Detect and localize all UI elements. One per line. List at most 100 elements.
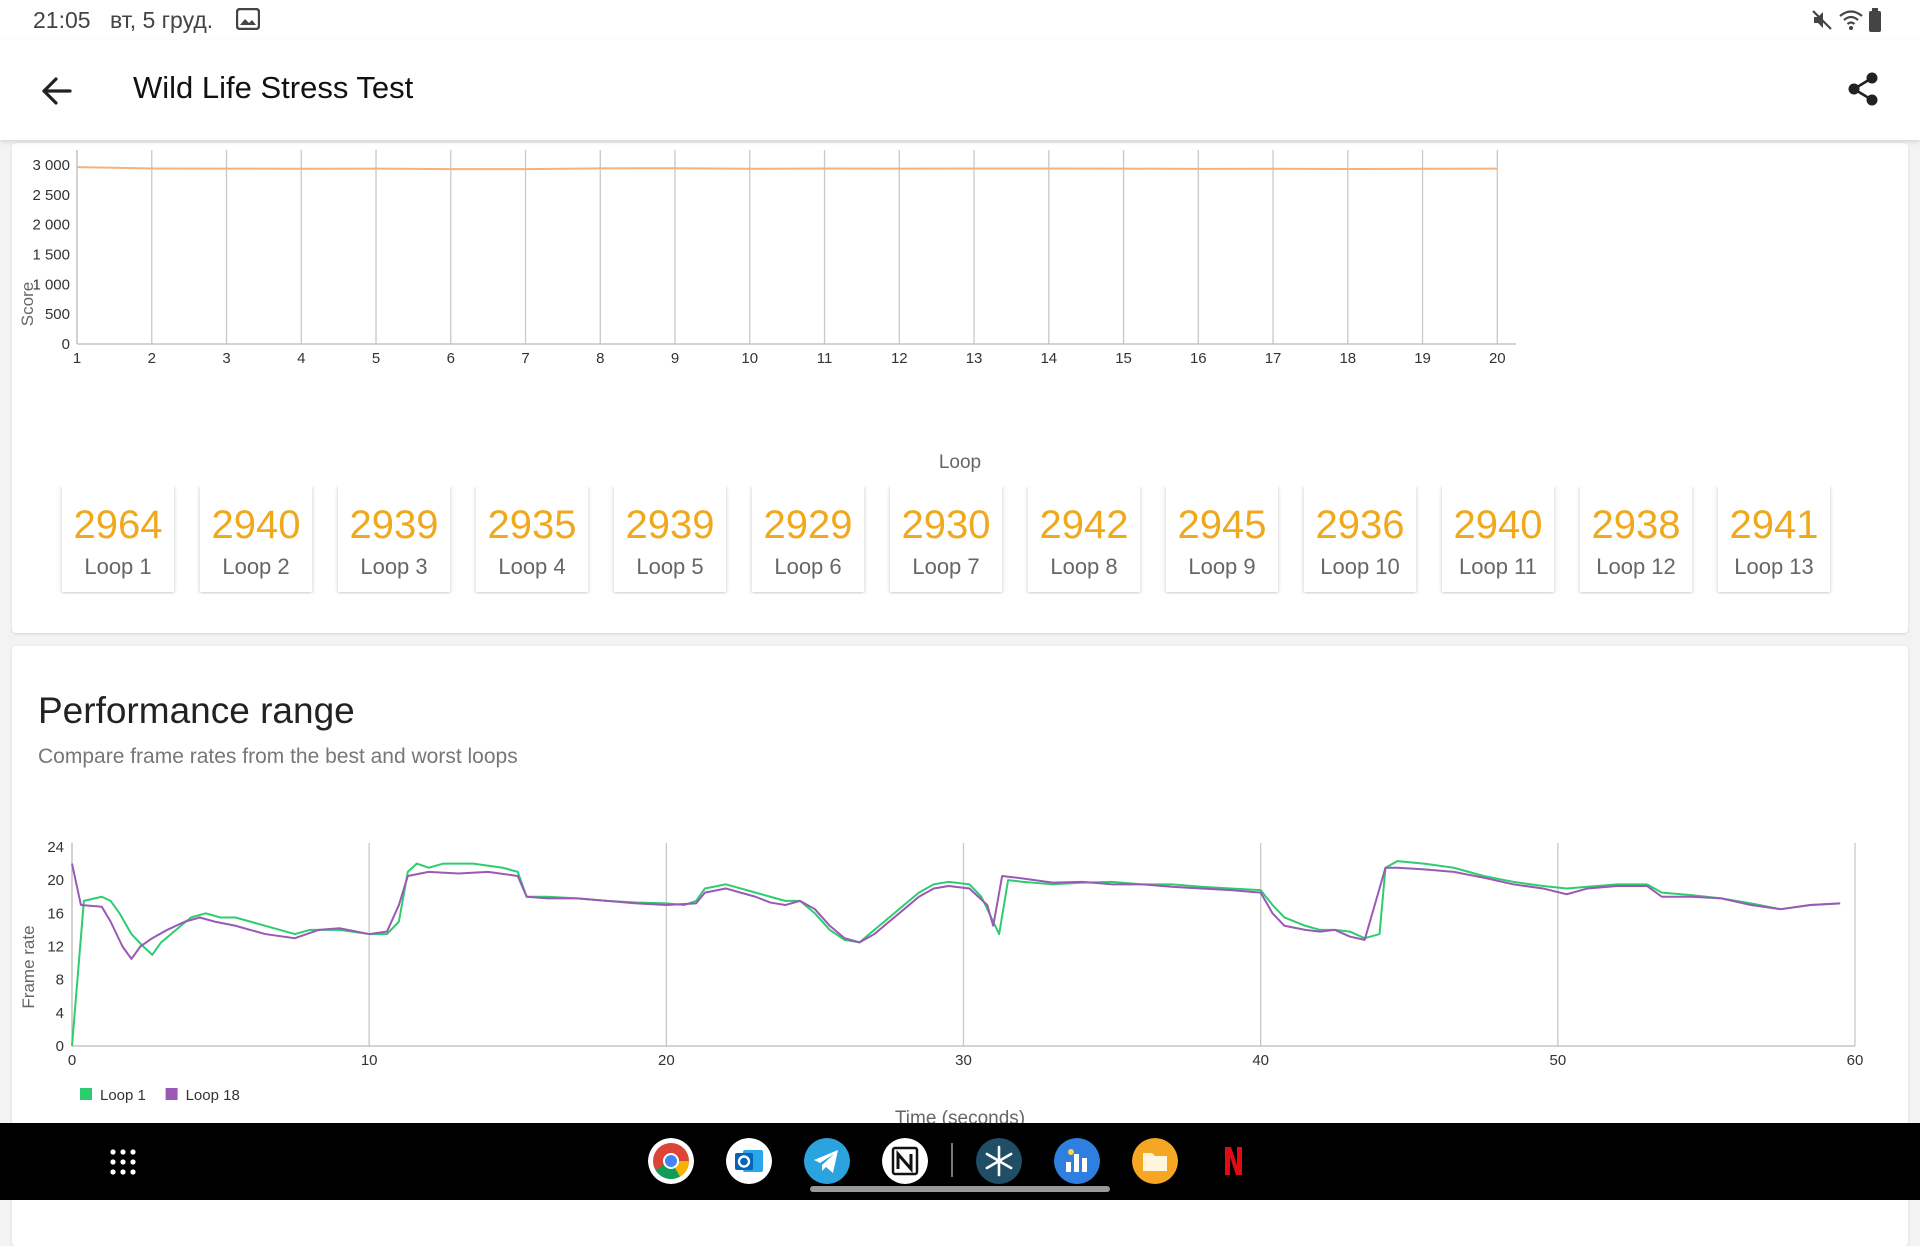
loop-score-card[interactable]: 2945 Loop 9 bbox=[1166, 486, 1278, 592]
taskbar-divider bbox=[951, 1143, 953, 1177]
netflix-icon[interactable] bbox=[1210, 1138, 1256, 1184]
system-icons bbox=[1810, 8, 1882, 32]
frame-rate-series-line bbox=[71, 863, 1841, 960]
frame-rate-y-tick-label: 24 bbox=[47, 839, 64, 856]
frame-rate-y-tick-label: 12 bbox=[47, 939, 64, 956]
taskbar bbox=[0, 1123, 1920, 1200]
legend-label: Loop 18 bbox=[186, 1087, 240, 1104]
legend-swatch bbox=[165, 1088, 178, 1100]
loop-score-card[interactable]: 2939 Loop 3 bbox=[338, 486, 450, 592]
score-y-tick-label: 2 000 bbox=[32, 217, 70, 234]
loop-score-value: 2940 bbox=[1453, 503, 1543, 547]
loop-score-card[interactable]: 2964 Loop 1 bbox=[62, 486, 174, 592]
score-x-tick-label: 3 bbox=[222, 350, 230, 367]
loop-score-card[interactable]: 2930 Loop 7 bbox=[890, 486, 1002, 592]
apps-grid-icon[interactable] bbox=[110, 1149, 136, 1175]
score-x-tick-label: 1 bbox=[73, 350, 81, 367]
files-folder-icon[interactable] bbox=[1132, 1138, 1178, 1184]
telegram-icon[interactable] bbox=[804, 1138, 850, 1184]
score-x-tick-label: 9 bbox=[671, 350, 679, 367]
snowflake-app-icon[interactable] bbox=[976, 1138, 1022, 1184]
outlook-icon[interactable] bbox=[726, 1138, 772, 1184]
app-bar: Wild Life Stress Test bbox=[0, 40, 1920, 140]
analytics-app-icon[interactable] bbox=[1054, 1138, 1100, 1184]
loop-score-card[interactable]: 2936 Loop 10 bbox=[1304, 486, 1416, 592]
frame-rate-y-axis-label: Frame rate bbox=[19, 925, 38, 1008]
loop-score-label: Loop 2 bbox=[222, 554, 290, 579]
loop-score-list[interactable]: 2964 Loop 1 2940 Loop 2 2939 Loop 3 2935 Loop 4… bbox=[50, 486, 1850, 594]
loop-score-label: Loop 9 bbox=[1188, 554, 1256, 579]
score-x-tick-label: 16 bbox=[1190, 350, 1207, 367]
chrome-icon[interactable] bbox=[648, 1138, 694, 1184]
score-x-axis-label: Loop bbox=[939, 452, 981, 473]
loop-score-value: 2936 bbox=[1315, 503, 1405, 547]
score-x-tick-label: 6 bbox=[447, 350, 455, 367]
score-x-tick-label: 5 bbox=[372, 350, 380, 367]
loop-score-value: 2938 bbox=[1591, 503, 1681, 547]
score-x-tick-label: 11 bbox=[817, 350, 833, 367]
loop-score-card[interactable]: 2940 Loop 11 bbox=[1442, 486, 1554, 592]
page-title: Wild Life Stress Test bbox=[133, 70, 414, 105]
share-icon[interactable] bbox=[1846, 70, 1880, 108]
score-x-tick-label: 4 bbox=[297, 350, 305, 367]
loop-score-label: Loop 4 bbox=[498, 554, 566, 579]
status-bar: 21:05 вт, 5 груд. bbox=[0, 0, 1920, 40]
score-x-tick-label: 13 bbox=[966, 350, 983, 367]
loop-score-value: 2929 bbox=[763, 503, 853, 547]
score-y-tick-label: 500 bbox=[45, 306, 70, 323]
notion-icon[interactable] bbox=[882, 1138, 928, 1184]
frame-rate-x-tick-label: 10 bbox=[361, 1052, 378, 1069]
loop-score-card[interactable]: 2938 Loop 12 bbox=[1580, 486, 1692, 592]
score-x-tick-label: 7 bbox=[521, 350, 529, 367]
gallery-notification-icon bbox=[236, 8, 260, 30]
legend-label: Loop 1 bbox=[100, 1087, 146, 1104]
frame-rate-y-tick-label: 20 bbox=[47, 872, 64, 889]
loop-score-label: Loop 13 bbox=[1734, 554, 1814, 579]
score-x-tick-label: 15 bbox=[1115, 350, 1132, 367]
loop-score-value: 2940 bbox=[211, 503, 301, 547]
loop-score-card[interactable]: 2939 Loop 5 bbox=[614, 486, 726, 592]
status-time: 21:05 bbox=[33, 7, 91, 33]
score-x-tick-label: 14 bbox=[1040, 350, 1057, 367]
legend-swatch bbox=[80, 1088, 92, 1100]
loop-score-value: 2935 bbox=[487, 503, 577, 547]
frame-rate-x-tick-label: 20 bbox=[658, 1052, 675, 1069]
frame-rate-x-tick-label: 30 bbox=[955, 1052, 972, 1069]
score-x-tick-label: 20 bbox=[1489, 350, 1506, 367]
loop-score-label: Loop 1 bbox=[84, 554, 152, 579]
frame-rate-x-tick-label: 40 bbox=[1252, 1052, 1269, 1069]
loop-score-value: 2939 bbox=[625, 503, 715, 547]
loop-score-card[interactable]: 2935 Loop 4 bbox=[476, 486, 588, 592]
home-indicator[interactable] bbox=[810, 1186, 1110, 1192]
score-x-tick-label: 17 bbox=[1265, 350, 1282, 367]
loop-score-card[interactable]: 2940 Loop 2 bbox=[200, 486, 312, 592]
loop-score-card[interactable]: 2941 Loop 13 bbox=[1718, 486, 1830, 592]
score-x-tick-label: 18 bbox=[1339, 350, 1356, 367]
loop-score-value: 2945 bbox=[1177, 503, 1267, 547]
loop-score-label: Loop 8 bbox=[1050, 554, 1118, 579]
back-arrow-icon[interactable] bbox=[38, 72, 76, 110]
loop-score-value: 2964 bbox=[73, 503, 163, 547]
loop-score-label: Loop 3 bbox=[360, 554, 428, 579]
frame-rate-series-line bbox=[71, 860, 1841, 1047]
status-date: вт, 5 груд. bbox=[110, 7, 214, 33]
loop-score-value: 2930 bbox=[901, 503, 991, 547]
frame-rate-x-axis-label: Time (seconds) bbox=[895, 1108, 1025, 1126]
loop-score-card[interactable]: 2929 Loop 6 bbox=[752, 486, 864, 592]
loop-score-label: Loop 12 bbox=[1596, 554, 1676, 579]
loop-score-card[interactable]: 2942 Loop 8 bbox=[1028, 486, 1140, 592]
mute-icon bbox=[1812, 10, 1832, 30]
score-y-tick-label: 2 500 bbox=[32, 187, 70, 204]
score-y-tick-label: 1 000 bbox=[32, 276, 70, 293]
performance-range-title: Performance range bbox=[38, 690, 355, 731]
loop-score-label: Loop 5 bbox=[636, 554, 704, 579]
loop-score-value: 2942 bbox=[1039, 503, 1129, 547]
frame-rate-x-tick-label: 50 bbox=[1549, 1052, 1566, 1069]
score-series-line bbox=[76, 166, 1498, 171]
score-x-tick-label: 19 bbox=[1414, 350, 1431, 367]
loop-score-label: Loop 11 bbox=[1459, 554, 1537, 579]
performance-range-subtitle: Compare frame rates from the best and wo… bbox=[38, 745, 518, 768]
score-x-tick-label: 10 bbox=[741, 350, 758, 367]
loop-score-value: 2941 bbox=[1729, 503, 1819, 547]
